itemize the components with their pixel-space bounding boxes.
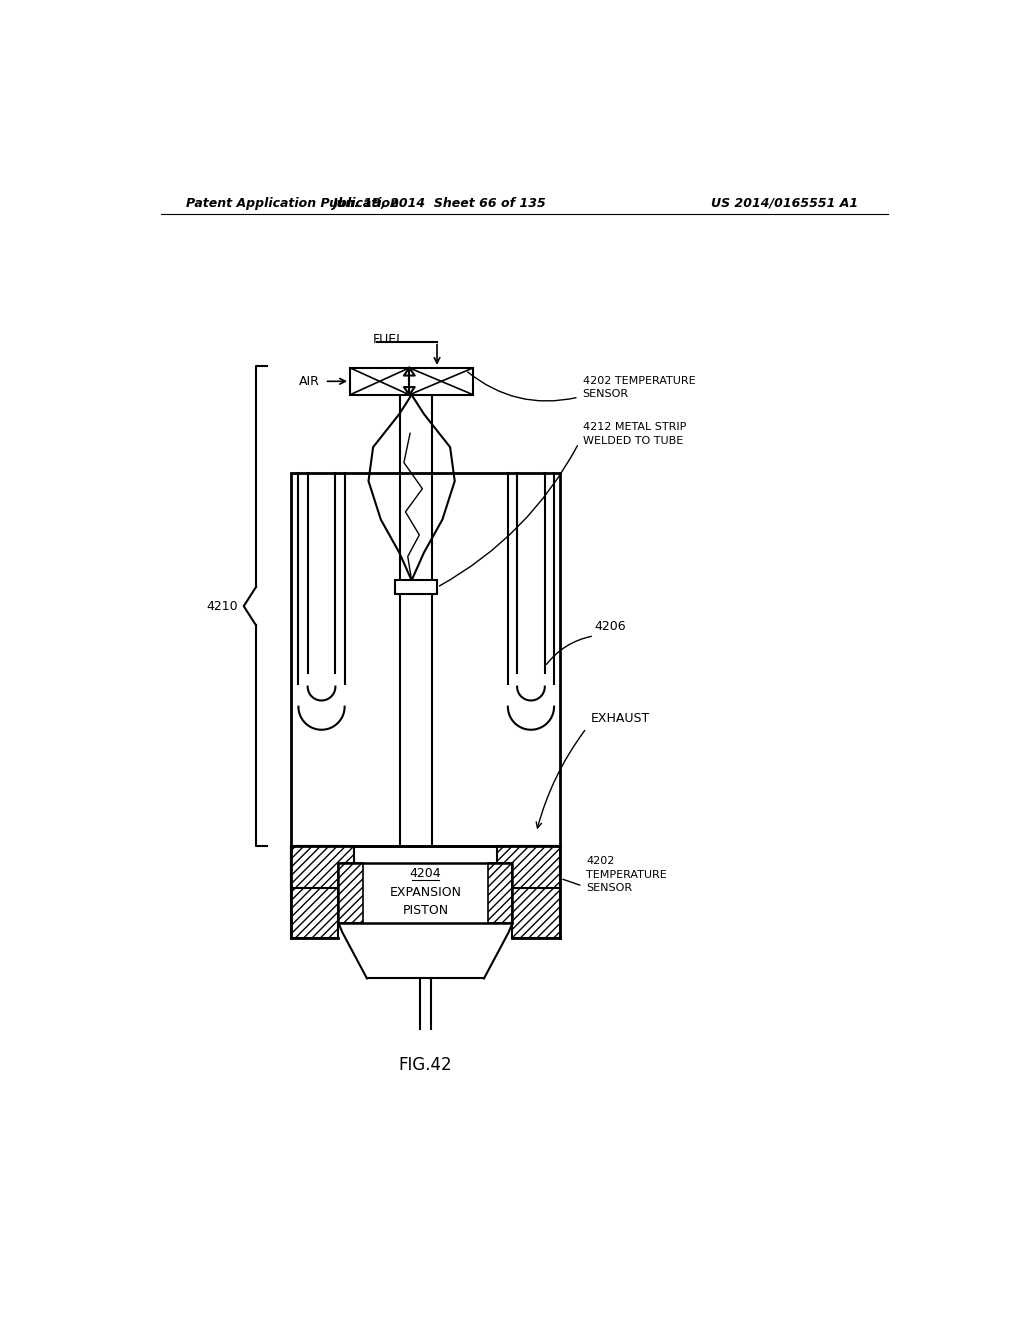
Bar (350, 368, 410, 395)
Bar (339, 863, 512, 923)
Bar (339, 863, 364, 923)
Bar (487, 863, 512, 923)
Bar (395, 581, 437, 594)
Text: 4210: 4210 (207, 599, 239, 612)
Text: 4206: 4206 (594, 620, 626, 634)
Text: 4202 TEMPERATURE
SENSOR: 4202 TEMPERATURE SENSOR (583, 376, 695, 400)
Bar (410, 368, 473, 395)
Text: Patent Application Publication: Patent Application Publication (186, 197, 399, 210)
Text: 4202
TEMPERATURE
SENSOR: 4202 TEMPERATURE SENSOR (587, 857, 668, 892)
Bar (497, 846, 560, 888)
Text: FUEL: FUEL (373, 333, 404, 346)
Text: 4212 METAL STRIP
WELDED TO TUBE: 4212 METAL STRIP WELDED TO TUBE (583, 422, 686, 446)
Text: Jun. 19, 2014  Sheet 66 of 135: Jun. 19, 2014 Sheet 66 of 135 (332, 197, 546, 210)
Text: EXHAUST: EXHAUST (590, 713, 649, 726)
Bar (512, 846, 560, 939)
Bar (291, 846, 354, 888)
Text: AIR: AIR (298, 375, 319, 388)
Text: FIG.42: FIG.42 (398, 1056, 453, 1074)
Text: US 2014/0165551 A1: US 2014/0165551 A1 (712, 197, 858, 210)
Bar (291, 846, 339, 939)
Bar (291, 473, 560, 846)
Text: EXPANSION
PISTON: EXPANSION PISTON (389, 886, 462, 917)
Text: 4204: 4204 (410, 867, 441, 880)
